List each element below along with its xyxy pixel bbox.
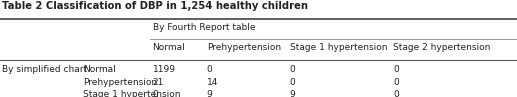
- Text: 0: 0: [290, 78, 295, 87]
- Text: 0: 0: [393, 65, 399, 74]
- Text: Stage 1 hypertension: Stage 1 hypertension: [290, 43, 387, 52]
- Text: 0: 0: [153, 90, 158, 97]
- Text: 9: 9: [290, 90, 295, 97]
- Text: Prehypertension: Prehypertension: [207, 43, 281, 52]
- Text: Prehypertension: Prehypertension: [83, 78, 157, 87]
- Text: 21: 21: [153, 78, 164, 87]
- Text: 9: 9: [207, 90, 212, 97]
- Text: 0: 0: [393, 90, 399, 97]
- Text: 0: 0: [207, 65, 212, 74]
- Text: Normal: Normal: [83, 65, 115, 74]
- Text: By simplified chart: By simplified chart: [2, 65, 87, 74]
- Text: Table 2 Classification of DBP in 1,254 healthy children: Table 2 Classification of DBP in 1,254 h…: [2, 1, 308, 11]
- Text: By Fourth Report table: By Fourth Report table: [153, 23, 255, 32]
- Text: Stage 1 hypertension: Stage 1 hypertension: [83, 90, 180, 97]
- Text: Normal: Normal: [153, 43, 185, 52]
- Text: 0: 0: [290, 65, 295, 74]
- Text: 0: 0: [393, 78, 399, 87]
- Text: 1199: 1199: [153, 65, 175, 74]
- Text: 14: 14: [207, 78, 218, 87]
- Text: Stage 2 hypertension: Stage 2 hypertension: [393, 43, 490, 52]
